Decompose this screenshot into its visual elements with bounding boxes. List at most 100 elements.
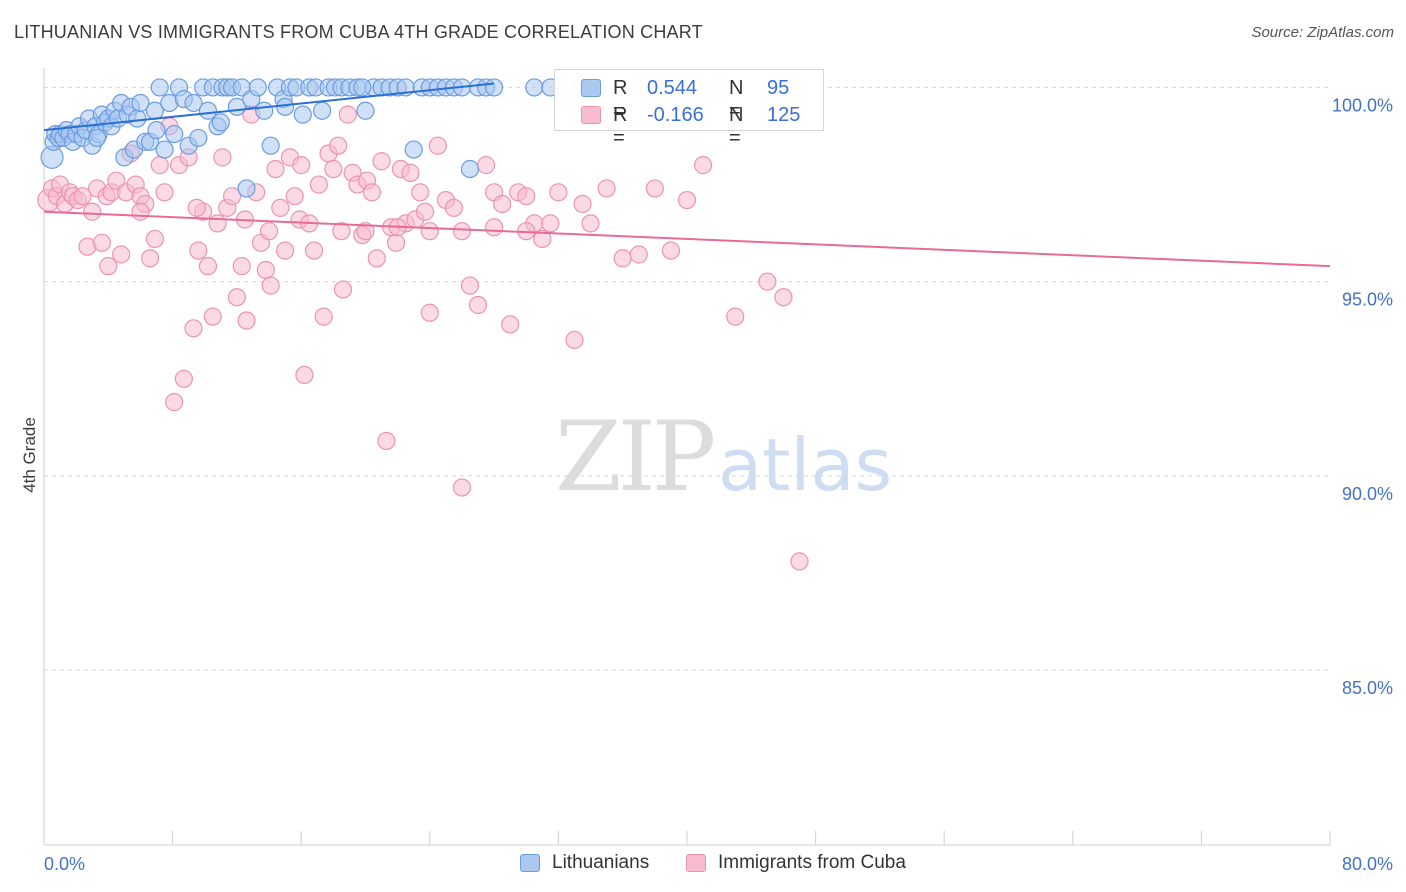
lithuanian-point: [353, 78, 372, 97]
watermark-atlas: atlas: [718, 423, 892, 507]
lithuanian-point: [356, 101, 375, 120]
cuba-point: [517, 187, 536, 206]
lithuanian-point: [485, 78, 504, 97]
cuba-point: [452, 222, 472, 241]
legend-swatch-lithuanians: [581, 79, 601, 97]
watermark: ZIP atlas: [555, 401, 892, 513]
x-tick-label-max: 80.0%: [1342, 854, 1393, 874]
y-axis-label: 4th Grade: [20, 417, 39, 493]
lithuanian-point: [165, 124, 184, 144]
cuba-point: [597, 179, 616, 198]
cuba-point: [581, 214, 600, 233]
cuba-point: [92, 233, 111, 252]
trend-line-lithuanians: [43, 82, 495, 132]
lithuanian-point: [189, 128, 208, 148]
cuba-point: [292, 156, 311, 175]
trend-lines: [43, 82, 1331, 268]
cuba-point: [140, 249, 160, 268]
lithuanian-point: [460, 159, 480, 179]
cuba-point: [415, 202, 435, 221]
legend-r-value: -0.166: [647, 104, 704, 126]
cuba-point: [362, 183, 382, 202]
y-tick-label: 85.0%: [1342, 678, 1393, 698]
cuba-point: [411, 183, 430, 202]
cuba-point: [401, 163, 420, 182]
cuba-point: [285, 187, 304, 206]
cuba-point: [145, 229, 165, 249]
cuba-point: [222, 187, 242, 206]
bottom-swatch-lithuanians: [520, 854, 540, 872]
cuba-point: [203, 307, 222, 326]
grid-lines: [44, 86, 1330, 671]
lithuanian-point: [525, 78, 544, 97]
cuba-point: [501, 315, 520, 334]
cuba-point: [645, 179, 664, 198]
lithuanian-point: [261, 136, 280, 155]
cuba-point: [314, 307, 333, 326]
cuba-point: [460, 276, 480, 295]
cuba-point: [295, 365, 314, 385]
cuba-point: [329, 136, 348, 155]
cuba-point: [428, 136, 447, 155]
cuba-point: [332, 222, 351, 241]
cuba-point: [261, 276, 280, 295]
cuba-point: [372, 152, 391, 171]
bottom-legend-label: Lithuanians: [552, 852, 650, 873]
cuba-point: [174, 369, 193, 388]
lithuanian-point: [276, 97, 295, 116]
lithuanian-point: [248, 78, 267, 97]
cuba-point: [790, 552, 809, 571]
cuba-point: [276, 241, 295, 260]
lithuanian-point: [87, 128, 107, 148]
legend-r-value: 0.544: [647, 77, 698, 99]
cuba-point: [227, 288, 246, 307]
cuba-point: [73, 187, 92, 206]
lithuanian-point: [131, 93, 150, 113]
source-label: Source: ZipAtlas.com: [1251, 24, 1394, 41]
cuba-point: [99, 257, 118, 276]
cuba-point: [189, 241, 208, 260]
cuba-point: [338, 105, 357, 124]
bottom-swatch-cuba: [686, 854, 706, 872]
cuba-point: [420, 303, 439, 322]
cuba-point: [150, 156, 169, 175]
trend-line-cuba: [43, 210, 1331, 268]
cuba-point: [271, 198, 290, 217]
cuba-point: [693, 156, 713, 175]
cuba-point: [573, 194, 592, 214]
lithuanian-point: [237, 179, 256, 198]
cuba-point: [232, 257, 251, 276]
lithuanian-point: [147, 121, 166, 140]
cuba-point: [629, 245, 648, 264]
cuba-point: [533, 229, 552, 249]
cuba-point: [493, 194, 512, 214]
legend-box: R = 0.544 N = 95 R = -0.166 N = 125: [554, 69, 824, 149]
cuba-point: [112, 245, 131, 264]
lithuanian-point: [128, 109, 147, 128]
cuba-point: [367, 249, 386, 268]
cuba-point: [386, 233, 406, 252]
cuba-point: [107, 171, 126, 190]
cuba-point: [259, 222, 279, 241]
cuba-point: [184, 319, 203, 338]
cuba-point: [758, 272, 777, 291]
cuba-point: [444, 198, 464, 217]
cuba-point: [468, 295, 488, 315]
lithuanian-point: [255, 101, 274, 120]
lithuanian-point: [198, 101, 218, 120]
lithuanian-point: [293, 105, 312, 124]
cuba-point: [541, 214, 560, 233]
cuba-point: [677, 190, 697, 210]
series-cuba-points: [37, 78, 809, 571]
cuba-point: [155, 183, 174, 202]
cuba-point: [187, 198, 206, 217]
watermark-zip: ZIP: [555, 401, 714, 513]
cuba-point: [661, 241, 681, 260]
lithuanian-point: [150, 78, 169, 97]
legend-r-label: R =: [613, 77, 628, 122]
y-tick-label: 100.0%: [1332, 95, 1393, 115]
x-tick-label-min: 0.0%: [44, 854, 85, 874]
cuba-point: [549, 183, 568, 202]
cuba-point: [774, 288, 793, 307]
